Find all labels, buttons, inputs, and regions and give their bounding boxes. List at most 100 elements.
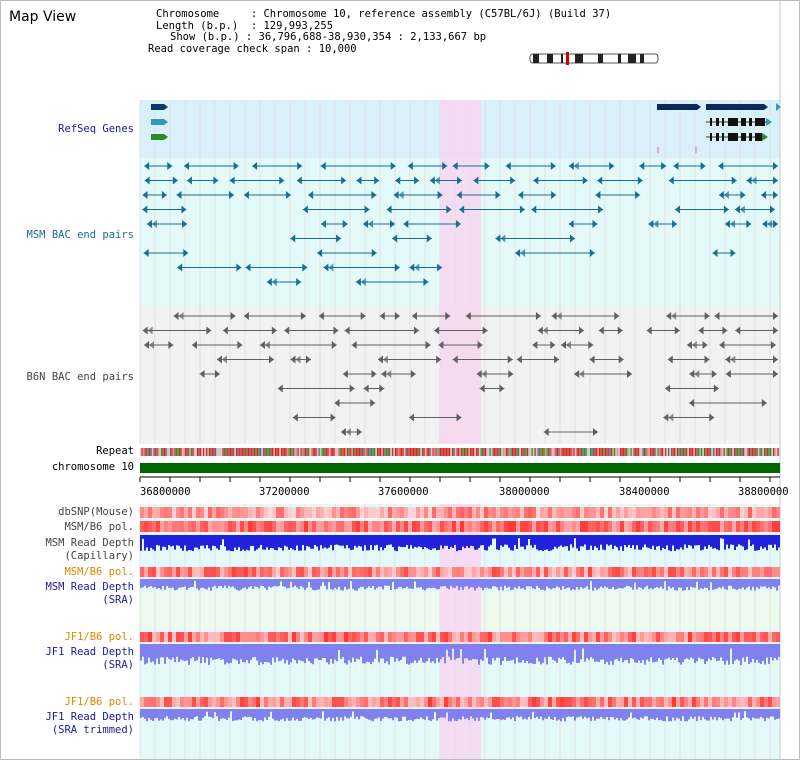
depth-bar (258, 535, 260, 548)
repeat-element (581, 448, 583, 456)
depth-bar (608, 644, 610, 665)
msm-depth-capillary-label-2[interactable]: (Capillary) (64, 550, 134, 562)
repeat-element (756, 448, 758, 456)
bac-end-marker (597, 176, 603, 185)
repeat-element (720, 448, 722, 456)
depth-bar (364, 535, 366, 546)
repeat-element (677, 448, 679, 456)
depth-bar (506, 535, 508, 545)
depth-bar (316, 709, 318, 718)
bac-end-marker (709, 413, 715, 422)
depth-bar (448, 535, 450, 550)
bac-end-marker (723, 191, 729, 199)
depth-bar (760, 709, 762, 717)
heat-cell (380, 507, 384, 518)
depth-bar (184, 644, 186, 661)
bac-end-marker (533, 176, 539, 185)
repeat-element (212, 448, 214, 456)
bac-end-marker (395, 176, 401, 185)
heat-cell (388, 521, 392, 532)
heat-cell (424, 507, 428, 518)
bac-end-marker (689, 370, 695, 378)
coverage-row: Read coverage check span : 10,000 (148, 42, 357, 55)
jf1-depth-trimmed-label-1[interactable]: JF1 Read Depth (45, 711, 134, 723)
msm-depth-sra-label-1[interactable]: MSM Read Depth (45, 581, 134, 593)
heat-cell (736, 567, 740, 577)
jf1-depth-sra-label-2[interactable]: (SRA) (102, 659, 134, 671)
msm-b6-pol-label[interactable]: MSM/B6 pol. (64, 521, 134, 533)
refseq-genes-label[interactable]: RefSeq Genes (58, 123, 134, 135)
heat-cell (528, 507, 532, 518)
depth-bar (140, 644, 142, 661)
dbsnp-label[interactable]: dbSNP(Mouse) (58, 506, 134, 518)
depth-bar (404, 644, 406, 657)
repeat-element (476, 448, 478, 456)
heat-cell (156, 507, 160, 518)
heat-cell (360, 567, 364, 577)
repeat-element (689, 448, 691, 456)
repeat-element (185, 448, 187, 456)
msm-b6-pol-sra-label[interactable]: MSM/B6 pol. (64, 566, 134, 578)
heat-cell (468, 697, 472, 707)
bac-end-marker (191, 341, 197, 349)
heat-cell (424, 567, 428, 577)
jf1-depth-trimmed-label-2[interactable]: (SRA trimmed) (51, 724, 134, 736)
depth-bar (776, 644, 778, 660)
heat-cell (520, 697, 524, 707)
depth-bar (430, 709, 432, 722)
heat-cell (260, 632, 264, 642)
jf1-b6-pol-label[interactable]: JF1/B6 pol. (64, 631, 134, 643)
dbsnp-strip (140, 507, 780, 518)
msm-bac-label[interactable]: MSM BAC end pairs (26, 229, 134, 241)
heat-cell (208, 507, 212, 518)
heat-cell (656, 567, 660, 577)
repeat-element (143, 448, 145, 456)
heat-cell (472, 521, 476, 532)
heat-cell (680, 507, 684, 518)
depth-bar (654, 709, 656, 720)
depth-bar (254, 579, 256, 587)
repeat-element (414, 448, 416, 456)
depth-bar (376, 644, 378, 650)
repeat-element (239, 448, 241, 456)
repeat-element (617, 448, 619, 456)
depth-bar (656, 579, 658, 587)
heat-cell (312, 507, 316, 518)
heat-cell (408, 521, 412, 532)
b6n-bac-label[interactable]: B6N BAC end pairs (26, 371, 134, 383)
bac-end-marker (446, 205, 452, 214)
depth-bar (326, 644, 328, 663)
jf1-depth-sra-label-1[interactable]: JF1 Read Depth (45, 646, 134, 658)
depth-bar (224, 709, 226, 719)
heat-cell (240, 632, 244, 642)
repeat-element (596, 448, 598, 456)
depth-bar (402, 535, 404, 548)
heat-cell (688, 697, 692, 707)
heat-cell (176, 567, 180, 577)
repeat-element (141, 448, 143, 456)
depth-bar (534, 579, 536, 590)
depth-bar (498, 579, 500, 591)
heat-cell (564, 567, 568, 577)
bac-end-marker (773, 220, 778, 228)
depth-bar (212, 579, 214, 587)
depth-bar (422, 535, 424, 550)
depth-bar (696, 535, 698, 546)
depth-bar (252, 535, 254, 546)
depth-bar (282, 579, 284, 587)
msm-depth-capillary-label-1[interactable]: MSM Read Depth (45, 537, 134, 549)
jf1-b6-pol-trimmed-label[interactable]: JF1/B6 pol. (64, 696, 134, 708)
repeat-element (696, 448, 698, 456)
depth-bar (550, 709, 552, 720)
depth-bar (770, 535, 772, 545)
heat-cell (672, 521, 676, 532)
depth-bar (148, 579, 150, 587)
heat-cell (512, 632, 516, 642)
msm-depth-sra-label-2[interactable]: (SRA) (102, 594, 134, 606)
depth-bar (356, 579, 358, 591)
repeat-element (738, 448, 740, 456)
depth-bar (420, 535, 422, 548)
jf1-depth-trimmed (140, 709, 780, 722)
depth-bar (694, 579, 696, 588)
bac-end-marker (394, 312, 400, 320)
